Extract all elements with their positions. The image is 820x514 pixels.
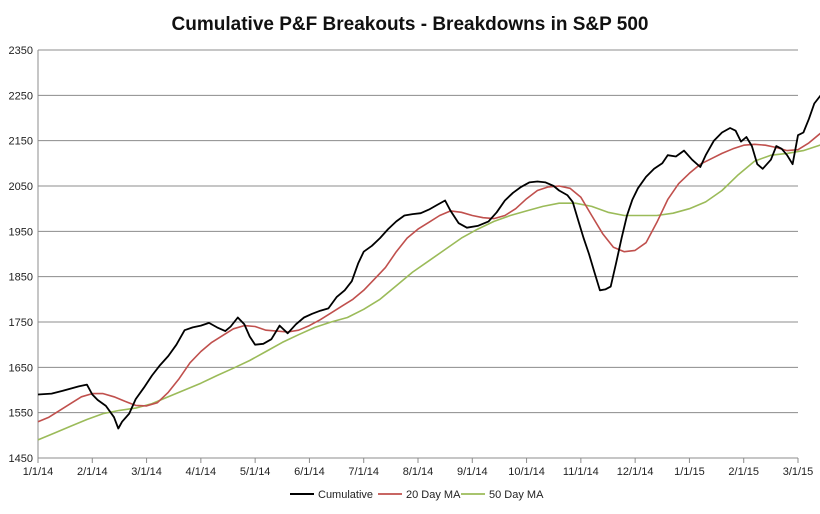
y-tick-label: 2350 xyxy=(9,45,33,57)
y-tick-label: 1750 xyxy=(9,317,33,329)
gridlines xyxy=(38,49,798,414)
chart-title: Cumulative P&F Breakouts - Breakdowns in… xyxy=(172,14,649,35)
legend: Cumulative 20 Day MA 50 Day MA xyxy=(290,489,544,501)
y-tick-label: 1850 xyxy=(9,272,33,284)
x-tick-label: 6/1/14 xyxy=(294,466,325,478)
x-tick-label: 10/1/14 xyxy=(508,466,545,478)
legend-label-20-day-ma: 20 Day MA xyxy=(406,489,461,501)
y-tick-label: 1550 xyxy=(9,408,33,420)
x-tick-label: 5/1/14 xyxy=(240,466,271,478)
x-tick-label: 2/1/14 xyxy=(77,466,108,478)
x-tick-label: 3/1/14 xyxy=(131,466,162,478)
x-tick-label: 12/1/14 xyxy=(617,466,654,478)
x-tick-label: 4/1/14 xyxy=(186,466,217,478)
y-tick-label: 1650 xyxy=(9,362,33,374)
x-tick-label: 11/1/14 xyxy=(563,466,599,478)
series-line-20-day-ma xyxy=(37,132,820,423)
axes: 1450 1550 1650 1750 1850 1950 2050 2150 2250 2350… xyxy=(9,45,814,478)
x-tick-label: 2/1/15 xyxy=(728,466,759,478)
series-lines xyxy=(37,94,820,441)
y-tick-label: 1950 xyxy=(9,226,33,238)
y-tick-label: 1450 xyxy=(9,453,33,465)
series-line-50-day-ma xyxy=(37,144,820,441)
legend-label-cumulative: Cumulative xyxy=(318,489,373,501)
series-line-cumulative xyxy=(37,94,820,430)
x-tick-label: 3/1/15 xyxy=(783,466,814,478)
y-tick-label: 2150 xyxy=(9,136,33,148)
x-tick-label: 1/1/14 xyxy=(23,466,54,478)
x-tick-label: 9/1/14 xyxy=(457,466,488,478)
x-tick-label: 7/1/14 xyxy=(348,466,379,478)
y-tick-label: 2050 xyxy=(9,181,33,193)
x-tick-label: 1/1/15 xyxy=(674,466,705,478)
y-tick-label: 2250 xyxy=(9,90,33,102)
x-tick-label: 8/1/14 xyxy=(403,466,434,478)
legend-label-50-day-ma: 50 Day MA xyxy=(489,489,544,501)
